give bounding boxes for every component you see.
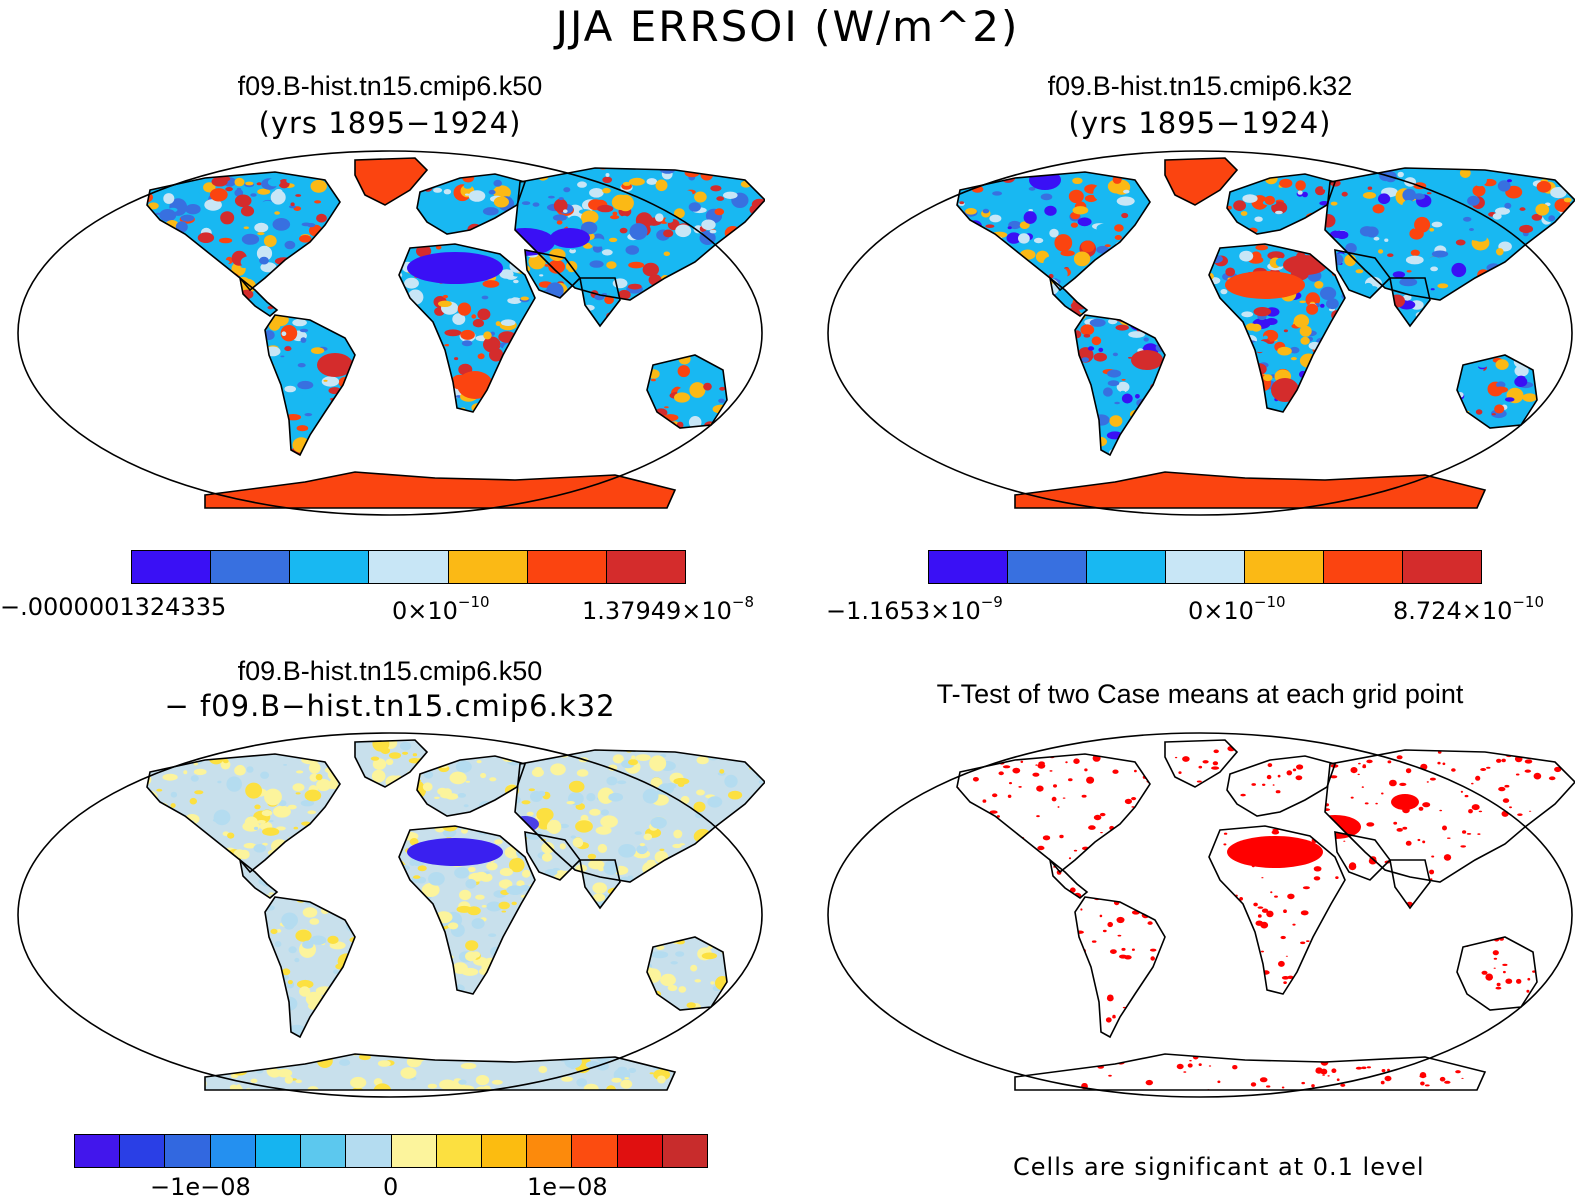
colorbar-cell <box>255 1135 302 1167</box>
greenland <box>1165 158 1237 205</box>
panel-1-tick-left: −.0000001324335 <box>0 593 227 621</box>
panel-4-title: T-Test of two Case means at each grid po… <box>936 679 1464 709</box>
map-frame <box>827 732 1573 1098</box>
colorbar-cell <box>527 1135 573 1167</box>
colorbar-cell <box>301 1135 347 1167</box>
colorbar-cell <box>391 1135 437 1167</box>
colorbar-cell <box>120 1135 166 1167</box>
antarctica <box>1015 472 1485 508</box>
colorbar-cell <box>211 551 291 583</box>
colorbar-cell <box>1008 551 1087 583</box>
panel-1-map <box>17 150 765 516</box>
panel-2-tick-right: 8.724×10−10 <box>1393 593 1545 625</box>
colorbar-cell <box>929 551 1008 583</box>
panel-3-map <box>17 732 765 1098</box>
panel-2-title: f09.B-hist.tn15.cmip6.k32 <box>1047 71 1353 101</box>
colorbar-cell <box>1245 551 1324 583</box>
coastlines <box>956 739 1575 1091</box>
colorbar-cell <box>572 1135 618 1167</box>
panel-3-subtitle: − f09.B−hist.tn15.cmip6.k32 <box>164 689 616 723</box>
antarctica <box>205 472 675 508</box>
colorbar-cell <box>527 551 607 583</box>
greenland <box>355 158 427 205</box>
main-title: JJA ERRSOI (W/m^2) <box>555 2 1020 51</box>
colorbar-cell <box>1087 551 1166 583</box>
colorbar-cell <box>290 551 370 583</box>
panel-1-subtitle: (yrs 1895−1924) <box>258 106 522 140</box>
panel-2-tick-mid: 0×10−10 <box>1188 593 1286 625</box>
map-frame <box>17 150 763 516</box>
panel-1-tick-mid: 0×10−10 <box>392 593 490 625</box>
colorbar-cell <box>210 1135 256 1167</box>
panel-2-tick-left: −1.1653×10−9 <box>826 593 1003 625</box>
panel-2-map <box>827 150 1575 516</box>
panel-1-tick-right: 1.37949×10−8 <box>582 593 755 625</box>
panel-1-title: f09.B-hist.tn15.cmip6.k50 <box>237 71 543 101</box>
colorbar-cell <box>1166 551 1245 583</box>
panel-3-colorbar <box>74 1134 708 1168</box>
colorbar-cell <box>662 1135 708 1167</box>
coastlines <box>146 157 765 509</box>
map-frame <box>827 150 1573 516</box>
panel-1-colorbar <box>131 550 686 584</box>
colorbar-cell <box>346 1135 392 1167</box>
panel-2-colorbar <box>928 550 1482 584</box>
colorbar-cell <box>436 1135 482 1167</box>
colorbar-cell <box>1403 551 1481 583</box>
panel-3-tick-left: −1e−08 <box>150 1173 251 1201</box>
map-frame <box>17 732 763 1098</box>
colorbar-cell <box>448 551 528 583</box>
panel-4-footnote: Cells are significant at 0.1 level <box>1013 1153 1425 1181</box>
colorbar-cell <box>75 1135 121 1167</box>
panel-2-subtitle: (yrs 1895−1924) <box>1068 106 1332 140</box>
panel-3-title: f09.B-hist.tn15.cmip6.k50 <box>237 656 543 686</box>
colorbar-cell <box>369 551 449 583</box>
panel-3-tick-right: 1e−08 <box>527 1173 608 1201</box>
colorbar-cell <box>606 551 685 583</box>
colorbar-cell <box>1324 551 1403 583</box>
panel-4-map <box>827 732 1575 1098</box>
coastlines <box>146 739 765 1091</box>
colorbar-cell <box>617 1135 663 1167</box>
colorbar-cell <box>132 551 212 583</box>
panel-3-tick-mid: 0 <box>383 1173 399 1201</box>
colorbar-cell <box>165 1135 211 1167</box>
colorbar-cell <box>481 1135 528 1167</box>
